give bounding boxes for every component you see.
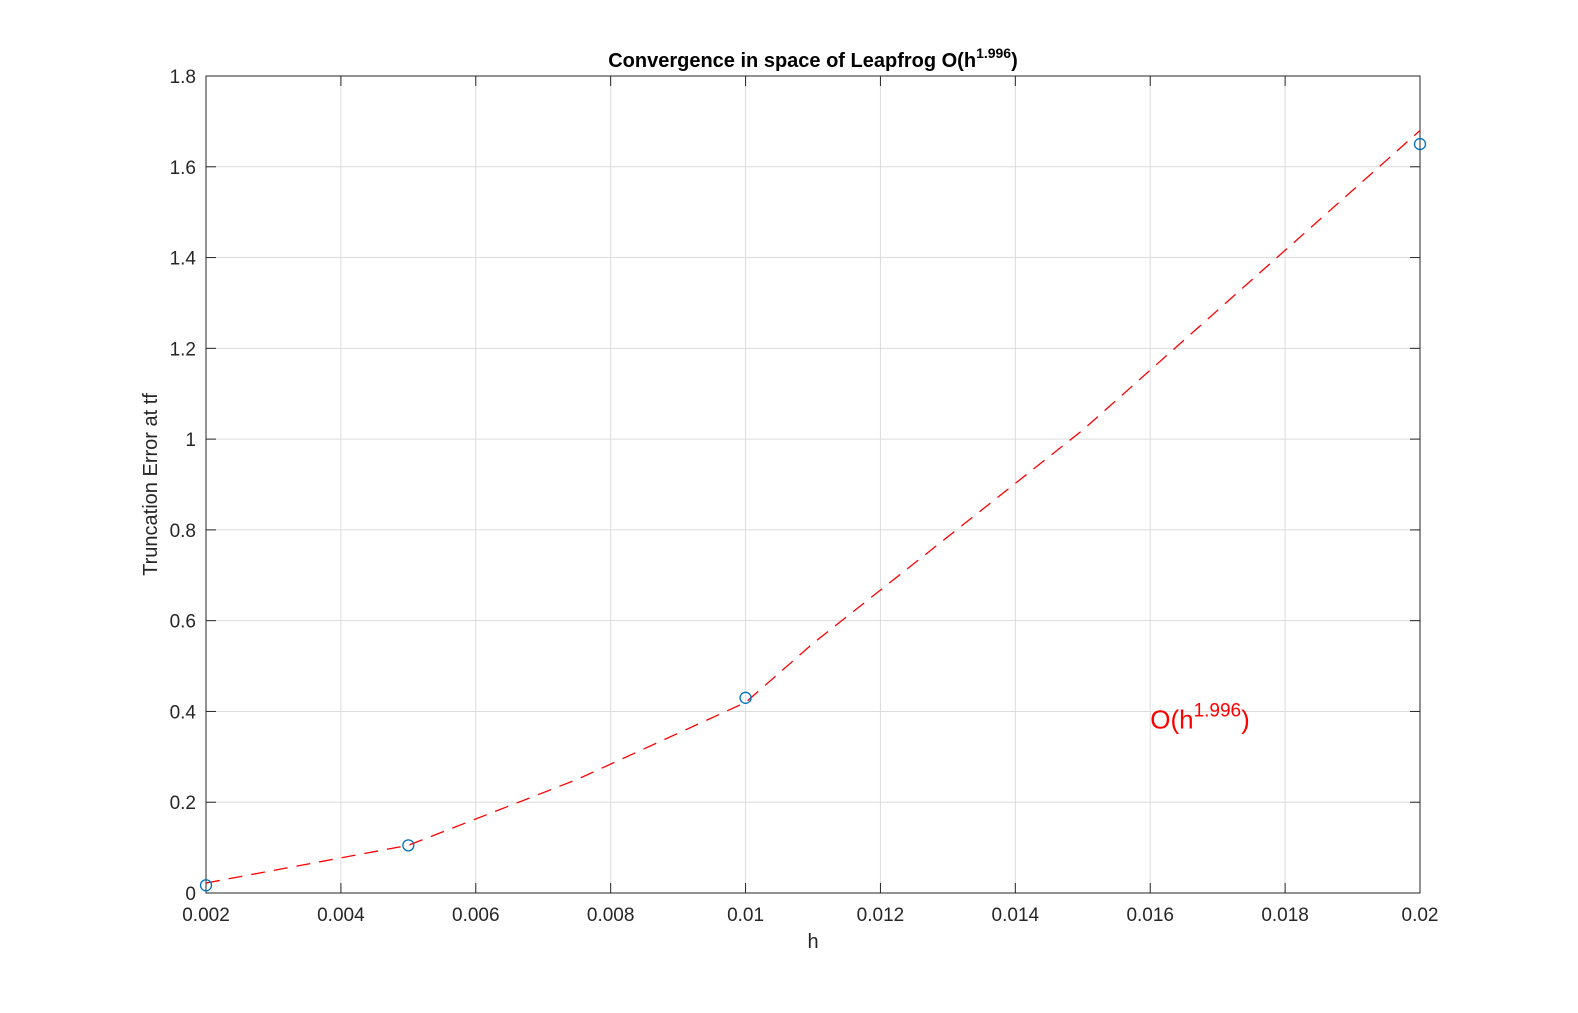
ticks: 0.002 0.004 0.006 0.008 0.01 0.012 0.014 0.016 0… [170,67,1439,926]
order-annotation: O(h1.996) [1150,700,1250,734]
data-point [402,839,415,852]
data-point [739,691,752,704]
chart-title-exponent: 1.996 [976,45,1011,61]
chart-title-text: Convergence in space of Leapfrog O(h [608,50,976,72]
x-tick-label: 0.004 [317,905,365,926]
y-tick-label: 1.4 [170,249,197,270]
x-axis-label: h [807,931,818,953]
y-tick-label: 0.6 [170,612,196,633]
x-tick-label: 0.018 [1261,905,1309,926]
plot-area-box [205,75,1421,894]
x-tick-label: 0.016 [1126,905,1174,926]
x-tick-label: 0.012 [857,905,905,926]
data-point [199,879,213,892]
x-tick-label: 0.014 [992,905,1040,926]
x-tick-label: 0.008 [587,905,635,926]
y-tick-label: 0.8 [170,521,196,542]
y-tick-label: 1.6 [170,158,196,179]
data-point [1413,137,1427,151]
y-tick-label: 0 [185,884,196,905]
y-tick-label: 1 [185,430,196,451]
chart-title-suffix: ) [1011,50,1018,72]
x-tick-label: 0.006 [452,905,500,926]
order-annotation-text: O(h [1150,704,1193,734]
order-annotation-exponent: 1.996 [1194,700,1242,721]
y-tick-label: 0.4 [170,702,197,723]
order-annotation-suffix: ) [1241,704,1250,734]
x-tick-label: 0.002 [182,905,230,926]
y-tick-label: 1.8 [170,67,196,88]
y-tick-label: 0.2 [170,793,196,814]
x-tick-label: 0.01 [727,905,764,926]
chart-title: Convergence in space of Leapfrog O(h1.99… [608,45,1018,72]
x-tick-label: 0.02 [1402,905,1439,926]
y-tick-label: 1.2 [170,339,196,360]
y-axis-label: Truncation Error at tf [140,393,162,576]
series-layer [199,130,1427,892]
